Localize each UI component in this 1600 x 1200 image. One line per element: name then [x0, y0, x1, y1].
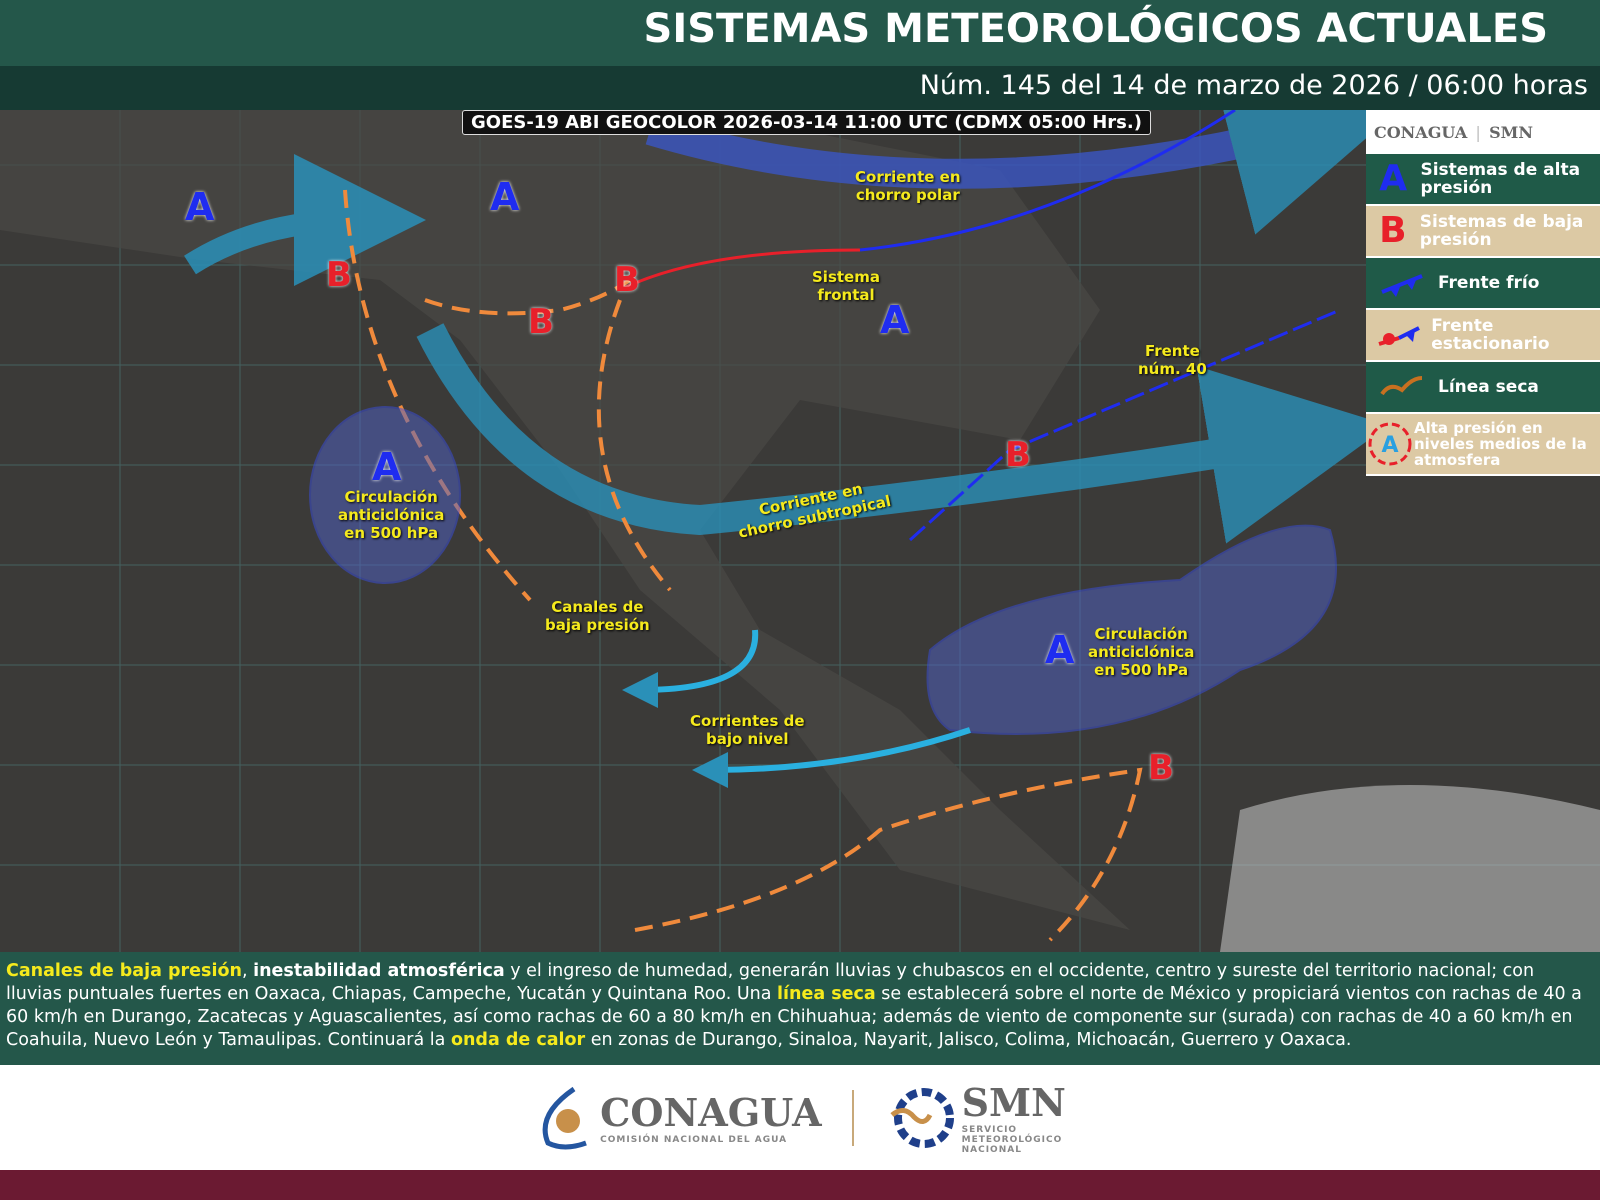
- low-pressure-marker: B: [1148, 748, 1174, 788]
- map-label: Corriente en chorro polar: [855, 168, 961, 204]
- cold-front-icon: [1366, 268, 1438, 298]
- low-pressure-troughs: [343, 189, 1143, 942]
- map-label: Circulación anticiclónica en 500 hPa: [1088, 625, 1195, 679]
- divider: [851, 1089, 854, 1146]
- map-label: Canales de baja presión: [545, 598, 650, 634]
- conagua-emblem-icon: [542, 1086, 587, 1149]
- bulletin-number-date: Núm. 145 del 14 de marzo de 2026 / 06:00…: [0, 66, 1600, 110]
- map-label: Frente núm. 40: [1138, 342, 1207, 378]
- legend-item-dry-line: Línea seca: [1366, 362, 1600, 414]
- jet-stream-arrow: [184, 154, 426, 287]
- low-pressure-marker: B: [614, 260, 640, 300]
- legend-item-stationary-front: Frente estacionario: [1366, 310, 1600, 362]
- legend-item-low: B Sistemas de baja presión: [1366, 206, 1600, 258]
- low-pressure-marker: B: [326, 255, 352, 295]
- front-40: [908, 308, 1341, 542]
- conagua-logo: CONAGUA: [1374, 122, 1468, 142]
- cloud-area: [1220, 785, 1600, 952]
- low-pressure-marker: B: [1005, 435, 1031, 475]
- smn-logo: SMN: [1489, 122, 1533, 142]
- subtropical-jet-stream: [416, 323, 1389, 544]
- svg-text:A: A: [1381, 433, 1398, 458]
- low-level-current: [622, 629, 759, 708]
- legend: CONAGUA | SMN A Sistemas de alta presión B…: [1366, 110, 1600, 476]
- satellite-caption: GOES-19 ABI GEOCOLOR 2026-03-14 11:00 UT…: [462, 110, 1151, 135]
- dry-line-icon: [1366, 372, 1438, 402]
- stationary-front-icon: [1366, 320, 1431, 350]
- stationary-front: [619, 248, 861, 292]
- map-label: Circulación anticiclónica en 500 hPa: [338, 488, 445, 542]
- high-pressure-marker: A: [880, 298, 910, 342]
- low-pressure-marker: B: [528, 302, 554, 342]
- legend-item-mid-level-high: A Alta presión en niveles medios de la at…: [1366, 414, 1600, 476]
- anticyclone-west: [309, 406, 461, 584]
- cold-front: [859, 110, 1236, 252]
- weather-map: GOES-19 ABI GEOCOLOR 2026-03-14 11:00 UT…: [0, 110, 1600, 952]
- legend-logos: CONAGUA | SMN: [1366, 110, 1600, 154]
- map-overlay: [0, 110, 1600, 952]
- legend-item-high: A Sistemas de alta presión: [1366, 154, 1600, 206]
- bulletin-text: Canales de baja presión, inestabilidad a…: [0, 952, 1600, 1065]
- high-pressure-marker: A: [490, 175, 520, 219]
- high-pressure-marker: A: [372, 445, 402, 489]
- high-pressure-marker: A: [1045, 628, 1075, 672]
- conagua-logo: CONAGUA COMISIÓN NACIONAL DEL AGUA: [534, 1085, 822, 1151]
- page-title: SISTEMAS METEOROLÓGICOS ACTUALES: [0, 0, 1600, 66]
- map-label: Sistema frontal: [812, 268, 880, 304]
- polar-jet-stream: [645, 110, 1408, 235]
- high-pressure-marker: A: [185, 185, 215, 229]
- footer-logos: CONAGUA COMISIÓN NACIONAL DEL AGUA SMN SER…: [0, 1065, 1600, 1170]
- smn-logo: SMN SERVICIO METEOROLÓGICO NACIONAL: [884, 1080, 1066, 1155]
- bottom-band: [0, 1170, 1600, 1200]
- landmass: [0, 110, 1130, 930]
- low-level-current: [692, 727, 971, 788]
- map-label: Corrientes de bajo nivel: [690, 712, 805, 748]
- smn-emblem-icon: [890, 1087, 954, 1148]
- legend-item-cold-front: Frente frío: [1366, 258, 1600, 310]
